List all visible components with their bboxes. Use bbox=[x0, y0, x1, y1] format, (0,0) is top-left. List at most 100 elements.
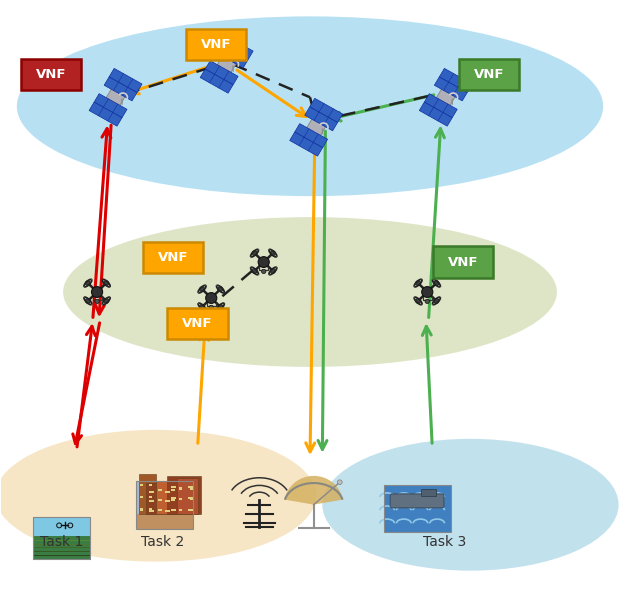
FancyBboxPatch shape bbox=[170, 509, 175, 511]
Polygon shape bbox=[424, 94, 457, 118]
Polygon shape bbox=[205, 61, 238, 85]
Polygon shape bbox=[304, 114, 329, 141]
Circle shape bbox=[422, 287, 433, 297]
FancyBboxPatch shape bbox=[179, 509, 182, 511]
FancyBboxPatch shape bbox=[139, 474, 156, 514]
Circle shape bbox=[206, 293, 217, 303]
FancyBboxPatch shape bbox=[156, 481, 182, 514]
Polygon shape bbox=[109, 69, 142, 93]
Circle shape bbox=[86, 299, 91, 303]
FancyBboxPatch shape bbox=[146, 483, 177, 514]
Polygon shape bbox=[94, 94, 127, 118]
Circle shape bbox=[104, 281, 109, 285]
Polygon shape bbox=[304, 107, 338, 131]
FancyBboxPatch shape bbox=[179, 488, 182, 489]
Text: VNF: VNF bbox=[182, 317, 213, 330]
FancyBboxPatch shape bbox=[171, 509, 175, 511]
Wedge shape bbox=[285, 476, 343, 504]
Circle shape bbox=[218, 305, 223, 309]
FancyBboxPatch shape bbox=[165, 500, 170, 502]
Polygon shape bbox=[215, 44, 248, 68]
Circle shape bbox=[258, 256, 269, 267]
FancyBboxPatch shape bbox=[177, 479, 198, 514]
Circle shape bbox=[415, 299, 421, 303]
FancyBboxPatch shape bbox=[20, 59, 81, 90]
FancyBboxPatch shape bbox=[384, 485, 451, 532]
Circle shape bbox=[434, 281, 439, 285]
FancyBboxPatch shape bbox=[158, 509, 162, 511]
Circle shape bbox=[252, 250, 257, 256]
Polygon shape bbox=[310, 98, 343, 122]
FancyBboxPatch shape bbox=[171, 489, 175, 491]
Polygon shape bbox=[290, 132, 322, 156]
FancyBboxPatch shape bbox=[190, 509, 193, 511]
FancyBboxPatch shape bbox=[149, 510, 154, 512]
Polygon shape bbox=[433, 84, 458, 111]
FancyBboxPatch shape bbox=[143, 242, 203, 273]
Circle shape bbox=[86, 281, 91, 285]
Polygon shape bbox=[419, 102, 452, 126]
Text: VNF: VNF bbox=[474, 68, 504, 81]
Circle shape bbox=[218, 287, 223, 291]
Circle shape bbox=[415, 281, 421, 285]
FancyBboxPatch shape bbox=[170, 497, 175, 500]
FancyBboxPatch shape bbox=[170, 486, 175, 488]
FancyBboxPatch shape bbox=[186, 29, 246, 60]
Ellipse shape bbox=[17, 16, 603, 196]
FancyBboxPatch shape bbox=[421, 488, 436, 495]
FancyBboxPatch shape bbox=[149, 491, 154, 493]
Ellipse shape bbox=[0, 430, 316, 562]
FancyBboxPatch shape bbox=[167, 308, 228, 340]
FancyBboxPatch shape bbox=[136, 481, 193, 514]
FancyBboxPatch shape bbox=[459, 59, 519, 90]
FancyBboxPatch shape bbox=[165, 510, 170, 512]
Circle shape bbox=[270, 268, 275, 273]
FancyBboxPatch shape bbox=[171, 499, 175, 501]
Circle shape bbox=[104, 299, 109, 303]
FancyBboxPatch shape bbox=[390, 494, 444, 508]
FancyBboxPatch shape bbox=[179, 498, 182, 500]
Circle shape bbox=[200, 287, 205, 291]
Text: Task 2: Task 2 bbox=[141, 535, 185, 549]
Text: VNF: VNF bbox=[35, 68, 66, 81]
FancyBboxPatch shape bbox=[33, 517, 91, 536]
Text: Task 3: Task 3 bbox=[423, 535, 466, 549]
FancyBboxPatch shape bbox=[158, 489, 162, 491]
Text: Task 1: Task 1 bbox=[40, 535, 84, 549]
Text: VNF: VNF bbox=[157, 252, 188, 264]
Polygon shape bbox=[214, 51, 239, 78]
Circle shape bbox=[209, 305, 213, 309]
Polygon shape bbox=[294, 123, 327, 147]
Polygon shape bbox=[200, 69, 233, 93]
Circle shape bbox=[95, 299, 99, 303]
FancyBboxPatch shape bbox=[188, 509, 193, 511]
FancyBboxPatch shape bbox=[141, 496, 143, 498]
Circle shape bbox=[252, 268, 257, 273]
FancyBboxPatch shape bbox=[188, 486, 193, 488]
FancyBboxPatch shape bbox=[149, 500, 154, 502]
FancyBboxPatch shape bbox=[141, 484, 143, 486]
Polygon shape bbox=[440, 69, 472, 93]
FancyBboxPatch shape bbox=[149, 508, 151, 510]
Ellipse shape bbox=[63, 217, 557, 367]
Polygon shape bbox=[89, 102, 122, 126]
FancyBboxPatch shape bbox=[190, 498, 193, 500]
FancyBboxPatch shape bbox=[167, 476, 202, 514]
Circle shape bbox=[92, 287, 103, 297]
FancyBboxPatch shape bbox=[141, 508, 143, 510]
Circle shape bbox=[200, 305, 205, 309]
Polygon shape bbox=[220, 36, 253, 60]
Polygon shape bbox=[104, 77, 137, 101]
Text: VNF: VNF bbox=[201, 38, 231, 51]
FancyBboxPatch shape bbox=[136, 514, 193, 529]
Text: VNF: VNF bbox=[448, 256, 478, 268]
Circle shape bbox=[337, 480, 342, 485]
Polygon shape bbox=[435, 77, 467, 101]
Circle shape bbox=[270, 250, 275, 256]
FancyBboxPatch shape bbox=[33, 536, 91, 559]
Ellipse shape bbox=[322, 439, 619, 571]
Circle shape bbox=[262, 269, 266, 273]
FancyBboxPatch shape bbox=[158, 499, 162, 501]
FancyBboxPatch shape bbox=[149, 496, 151, 498]
Circle shape bbox=[434, 299, 439, 303]
